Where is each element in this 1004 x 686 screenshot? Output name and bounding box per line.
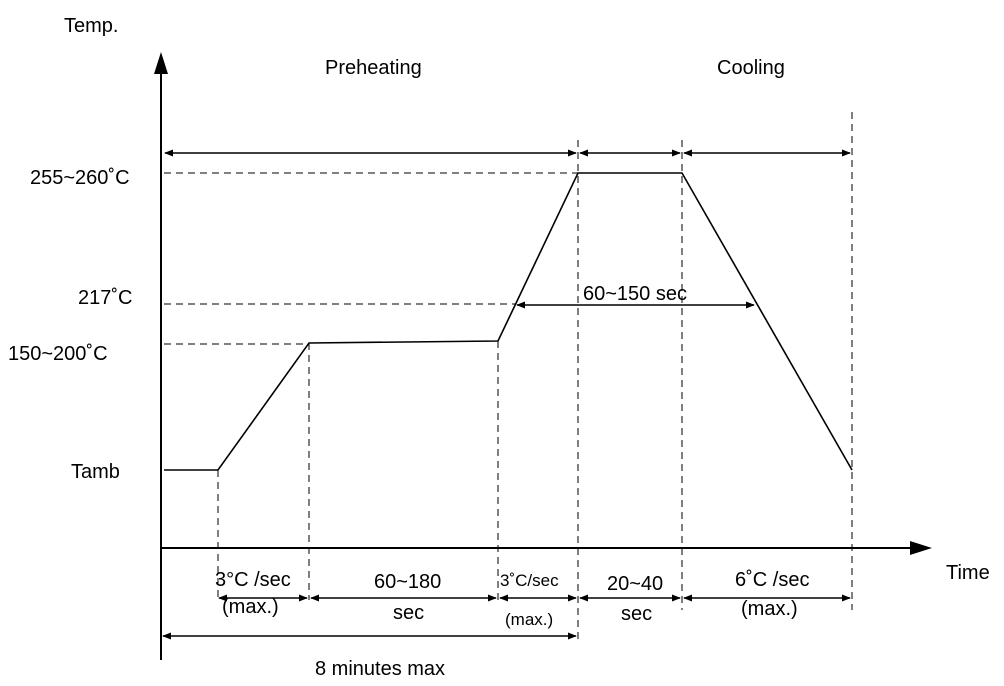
peak-unit-label: sec: [621, 603, 652, 625]
ramp-up-1-rate-label: 3°C /sec: [215, 569, 291, 591]
temp-label-peak: 255~260˚C: [30, 167, 130, 189]
temp-label-liquidus: 217˚C: [78, 287, 132, 309]
cooling-max-label: (max.): [741, 598, 798, 620]
above-liquidus-label: 60~150 sec: [583, 283, 687, 305]
y-axis-label: Temp.: [64, 15, 118, 37]
cooling-rate-label: 6˚C /sec: [735, 569, 809, 591]
x-axis-label: Time: [946, 562, 990, 584]
reflow-profile-curve: [164, 172, 853, 471]
soak-time-label: 60~180: [374, 571, 441, 593]
temp-label-soak: 150~200˚C: [8, 343, 108, 365]
soak-unit-label: sec: [393, 602, 424, 624]
peak-time-label: 20~40: [607, 573, 663, 595]
ramp-up-2-max-label: (max.): [505, 610, 553, 629]
ramp-up-1-max-label: (max.): [222, 596, 279, 618]
phase-label-preheating: Preheating: [325, 57, 422, 79]
x-axis-arrow: [910, 541, 932, 555]
temp-label-ambient: Tamb: [71, 461, 120, 483]
y-axis-arrow: [154, 52, 168, 74]
total-time-label: 8 minutes max: [315, 658, 445, 680]
ramp-up-2-rate-label: 3˚C/sec: [500, 571, 559, 590]
phase-label-cooling: Cooling: [717, 57, 785, 79]
